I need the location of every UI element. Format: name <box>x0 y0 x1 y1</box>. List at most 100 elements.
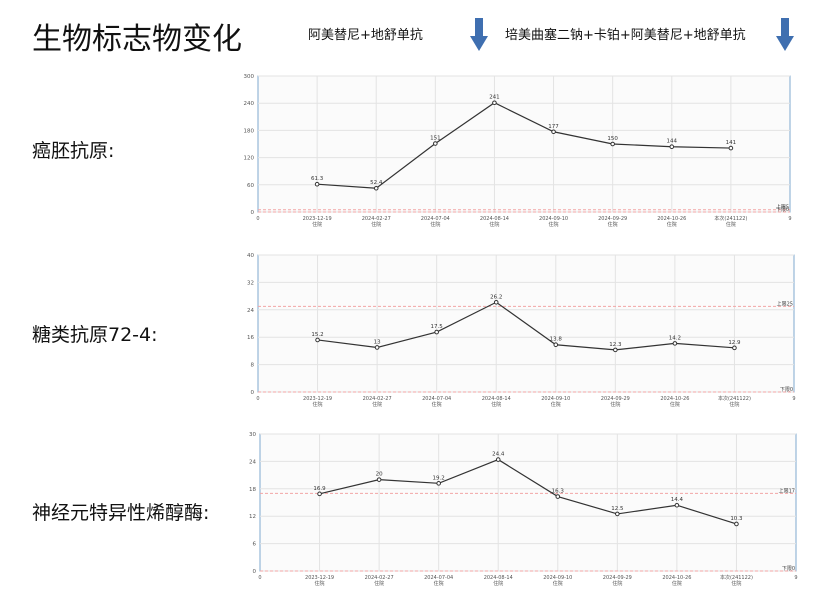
x-tick-sublabel: 住院 <box>608 221 618 228</box>
x-tick-label: 2024-09-10 <box>539 216 568 222</box>
data-point <box>314 181 320 187</box>
x-tick-label: 2024-08-14 <box>480 216 509 222</box>
data-label: 144 <box>667 139 678 145</box>
x-tick-sublabel: 住院 <box>667 221 677 228</box>
x-tick-label: 2024-07-04 <box>424 575 453 581</box>
y-tick-label: 24 <box>247 308 254 314</box>
y-tick-label: 12 <box>249 514 256 520</box>
x-edge-label: 9 <box>792 396 795 402</box>
x-tick-sublabel: 住院 <box>672 580 682 587</box>
y-tick-label: 24 <box>249 459 256 465</box>
data-point <box>555 494 561 499</box>
data-point <box>434 329 439 335</box>
x-tick-label: 2024-08-14 <box>484 575 513 581</box>
data-label: 14.4 <box>671 497 684 503</box>
nse-chart: 0612182430上限17下限016.92023-12-19住院202024-… <box>249 432 798 587</box>
x-tick-sublabel: 住院 <box>312 221 322 228</box>
y-tick-label: 0 <box>253 569 257 575</box>
data-point <box>433 141 438 146</box>
data-label: 16.3 <box>552 489 565 495</box>
x-tick-label: 2023-12-19 <box>305 575 334 581</box>
series-line <box>319 458 737 525</box>
data-point <box>373 185 379 191</box>
data-point <box>436 481 441 486</box>
data-label: 177 <box>548 124 559 130</box>
x-tick-sublabel: 住院 <box>434 580 444 587</box>
x-tick-sublabel: 住院 <box>549 221 559 228</box>
x-tick-label: 2024-07-04 <box>421 216 450 222</box>
data-point <box>669 144 675 150</box>
x-tick-sublabel: 住院 <box>372 401 382 408</box>
data-point <box>734 521 739 527</box>
x-tick-sublabel: 住院 <box>374 580 384 587</box>
y-tick-label: 8 <box>251 363 255 369</box>
data-label: 24.4 <box>492 452 505 458</box>
data-point <box>495 457 501 462</box>
data-label: 13.8 <box>550 337 563 343</box>
x-tick-label: 2024-02-27 <box>363 396 392 402</box>
x-tick-sublabel: 住院 <box>731 580 741 587</box>
data-label: 10.3 <box>730 516 743 522</box>
x-tick-label: 本次(241122) <box>720 574 753 581</box>
page-title: 生物标志物变化 <box>32 22 242 57</box>
series-line <box>317 301 735 351</box>
data-label: 17.5 <box>431 324 444 330</box>
x-tick-sublabel: 住院 <box>371 221 381 228</box>
data-label: 150 <box>607 136 618 142</box>
data-point <box>553 342 559 348</box>
x-tick-label: 2024-09-29 <box>603 575 632 581</box>
data-label: 14.2 <box>669 335 681 341</box>
x-tick-label: 2024-09-10 <box>543 575 572 581</box>
y-tick-label: 120 <box>244 156 255 162</box>
y-tick-label: 18 <box>249 487 256 493</box>
data-point <box>610 141 615 147</box>
data-label: 141 <box>726 140 737 146</box>
data-label: 52.4 <box>370 180 383 186</box>
data-label: 15.2 <box>311 332 323 338</box>
data-point <box>315 337 320 343</box>
x-tick-sublabel: 住院 <box>612 580 622 587</box>
data-point <box>317 491 322 497</box>
reference-label: 上限17 <box>779 487 795 494</box>
data-point <box>374 345 380 350</box>
y-tick-label: 16 <box>247 335 254 341</box>
x-tick-label: 2024-09-10 <box>541 396 570 402</box>
x-tick-label: 2024-07-04 <box>422 396 451 402</box>
x-tick-sublabel: 住院 <box>553 580 563 587</box>
data-point <box>672 341 678 346</box>
reference-label: 上限5 <box>776 204 789 211</box>
data-point <box>376 477 382 482</box>
y-tick-label: 60 <box>247 183 254 189</box>
y-tick-label: 240 <box>244 101 255 107</box>
reference-label: 下限0 <box>782 565 795 572</box>
x-tick-label: 本次(241122) <box>718 395 751 402</box>
x-tick-label: 本次(241122) <box>714 215 747 222</box>
y-tick-label: 0 <box>251 210 255 216</box>
y-tick-label: 6 <box>253 542 257 548</box>
cea-chart: 060120180240300上限5下限061.32023-12-19住院52.… <box>244 74 792 228</box>
data-point <box>728 145 734 151</box>
x-tick-sublabel: 住院 <box>493 580 503 587</box>
x-tick-label: 2024-10-26 <box>660 396 689 402</box>
x-tick-sublabel: 住院 <box>551 401 561 408</box>
y-tick-label: 40 <box>247 253 254 259</box>
y-tick-label: 300 <box>244 74 255 80</box>
y-tick-label: 180 <box>244 128 255 134</box>
x-tick-label: 2024-09-29 <box>601 396 630 402</box>
x-edge-label: 9 <box>794 575 797 581</box>
x-edge-label: 9 <box>788 216 791 222</box>
y-tick-label: 0 <box>251 390 255 396</box>
x-tick-sublabel: 住院 <box>491 401 501 408</box>
series-line <box>317 102 731 189</box>
plot-area <box>257 75 791 213</box>
treatment-label-1: 阿美替尼+地舒单抗 <box>308 28 423 43</box>
data-label: 12.3 <box>609 342 622 348</box>
data-label: 16.9 <box>313 486 326 492</box>
plot-area <box>259 433 797 572</box>
x-tick-label: 2023-12-19 <box>303 396 332 402</box>
x-tick-sublabel: 住院 <box>670 401 680 408</box>
data-label: 13 <box>374 339 381 345</box>
x-tick-label: 2024-08-14 <box>482 396 511 402</box>
reference-label: 下限0 <box>776 206 789 213</box>
x-tick-label: 2024-09-29 <box>598 216 627 222</box>
